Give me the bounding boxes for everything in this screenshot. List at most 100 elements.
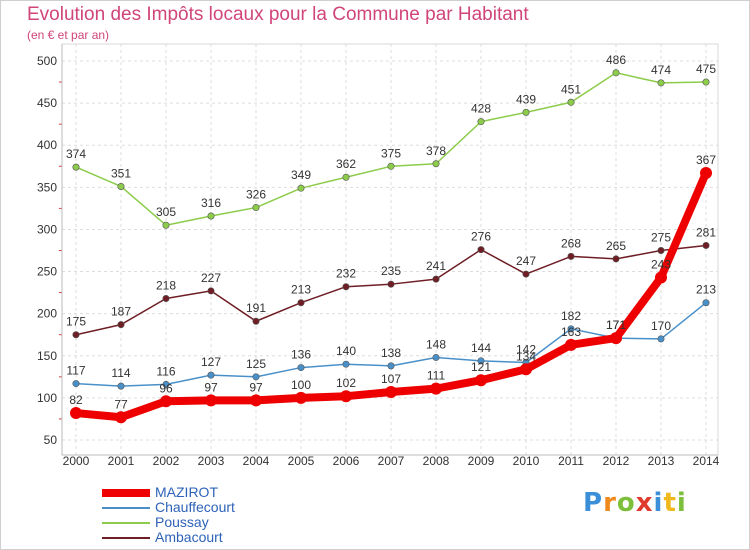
data-point-poussay [387, 162, 395, 170]
data-label-ambacourt: 276 [471, 230, 491, 244]
data-point-mazirot [385, 385, 397, 398]
data-label-ambacourt: 232 [336, 267, 356, 281]
data-label-poussay: 351 [111, 166, 131, 180]
data-point-mazirot [115, 411, 127, 424]
data-point-mazirot [250, 394, 262, 407]
data-point-poussay [657, 79, 665, 87]
x-tick-label: 2009 [468, 454, 495, 468]
data-label-poussay: 486 [606, 53, 626, 67]
data-label-chauffecourt: 140 [336, 344, 356, 358]
data-point-ambacourt [117, 321, 125, 329]
data-point-chauffecourt [432, 353, 440, 361]
data-point-poussay [297, 184, 305, 192]
data-label-poussay: 451 [561, 82, 581, 96]
data-label-ambacourt: 235 [381, 264, 401, 278]
data-point-ambacourt [522, 270, 530, 278]
data-point-poussay [612, 69, 620, 77]
chart-title: Evolution des Impôts locaux pour la Comm… [27, 4, 529, 25]
data-point-mazirot [520, 363, 532, 376]
data-label-ambacourt: 275 [651, 231, 671, 245]
data-point-ambacourt [657, 247, 665, 255]
x-tick-label: 2004 [243, 454, 270, 468]
x-tick-label: 2007 [378, 454, 405, 468]
data-label-ambacourt: 187 [111, 305, 131, 319]
data-label-poussay: 439 [516, 92, 536, 106]
data-label-poussay: 474 [651, 63, 671, 77]
data-point-mazirot [655, 271, 667, 284]
data-point-ambacourt [162, 295, 170, 303]
data-point-chauffecourt [702, 299, 710, 307]
data-label-chauffecourt: 148 [426, 337, 446, 351]
data-point-chauffecourt [657, 335, 665, 343]
data-label-mazirot: 96 [159, 381, 173, 395]
y-tick-label: 450 [37, 96, 57, 110]
data-point-poussay [207, 212, 215, 220]
data-label-poussay: 375 [381, 146, 401, 160]
data-point-ambacourt [702, 241, 710, 249]
x-tick-label: 2012 [603, 454, 630, 468]
x-tick-label: 2010 [513, 454, 540, 468]
legend-label-mazirot: MAZIROT [155, 484, 218, 500]
x-tick-label: 2001 [108, 454, 135, 468]
data-label-mazirot: 243 [651, 257, 671, 271]
data-point-chauffecourt [567, 325, 575, 333]
data-point-mazirot [205, 394, 217, 407]
data-point-mazirot [70, 407, 82, 420]
x-tick-label: 2005 [288, 454, 315, 468]
y-tick-label: 350 [37, 180, 57, 194]
x-tick-label: 2011 [558, 454, 584, 468]
data-point-mazirot [295, 391, 307, 404]
data-point-ambacourt [432, 275, 440, 283]
data-point-mazirot [565, 338, 577, 351]
data-point-chauffecourt [72, 380, 80, 388]
data-label-chauffecourt: 125 [246, 357, 266, 371]
data-label-poussay: 475 [696, 62, 716, 76]
data-point-ambacourt [72, 331, 80, 339]
data-point-mazirot [340, 390, 352, 403]
data-point-chauffecourt [297, 364, 305, 372]
data-point-ambacourt [567, 252, 575, 260]
y-tick-label: 100 [37, 391, 57, 405]
data-point-chauffecourt [342, 360, 350, 368]
data-label-chauffecourt: 114 [111, 366, 130, 380]
data-label-mazirot: 97 [249, 380, 263, 394]
data-label-mazirot: 82 [69, 393, 83, 407]
data-label-chauffecourt: 182 [561, 309, 581, 323]
y-tick-label: 300 [37, 222, 57, 236]
x-tick-label: 2006 [333, 454, 360, 468]
legend-label-chauffecourt: Chauffecourt [155, 499, 235, 515]
y-tick-label: 150 [37, 349, 57, 363]
data-label-ambacourt: 218 [156, 279, 176, 293]
data-label-chauffecourt: 142 [516, 343, 536, 357]
legend-swatch-mazirot [102, 489, 150, 497]
data-label-poussay: 349 [291, 168, 311, 182]
y-tick-label: 500 [37, 54, 57, 68]
data-label-mazirot: 100 [291, 378, 311, 392]
data-label-mazirot: 163 [561, 325, 581, 339]
data-point-ambacourt [207, 287, 215, 295]
data-point-poussay [702, 78, 710, 86]
data-label-chauffecourt: 127 [201, 355, 221, 369]
data-point-ambacourt [297, 299, 305, 307]
data-label-mazirot: 107 [381, 372, 401, 386]
data-point-poussay [72, 163, 80, 171]
data-label-ambacourt: 281 [696, 225, 716, 239]
data-label-mazirot: 367 [696, 153, 716, 167]
data-label-mazirot: 77 [114, 397, 128, 411]
legend-label-poussay: Poussay [155, 514, 209, 530]
data-label-ambacourt: 241 [426, 259, 446, 273]
data-point-mazirot [475, 374, 487, 387]
data-point-ambacourt [477, 246, 485, 254]
data-label-chauffecourt: 117 [66, 364, 85, 378]
data-point-chauffecourt [477, 357, 485, 365]
data-point-ambacourt [387, 280, 395, 288]
data-point-poussay [477, 118, 485, 126]
legend-swatch-poussay [102, 522, 150, 524]
data-label-poussay: 362 [336, 157, 356, 171]
x-tick-label: 2000 [63, 454, 90, 468]
x-tick-label: 2008 [423, 454, 450, 468]
data-label-poussay: 428 [471, 102, 491, 116]
data-point-ambacourt [252, 317, 260, 325]
data-point-poussay [252, 204, 260, 212]
